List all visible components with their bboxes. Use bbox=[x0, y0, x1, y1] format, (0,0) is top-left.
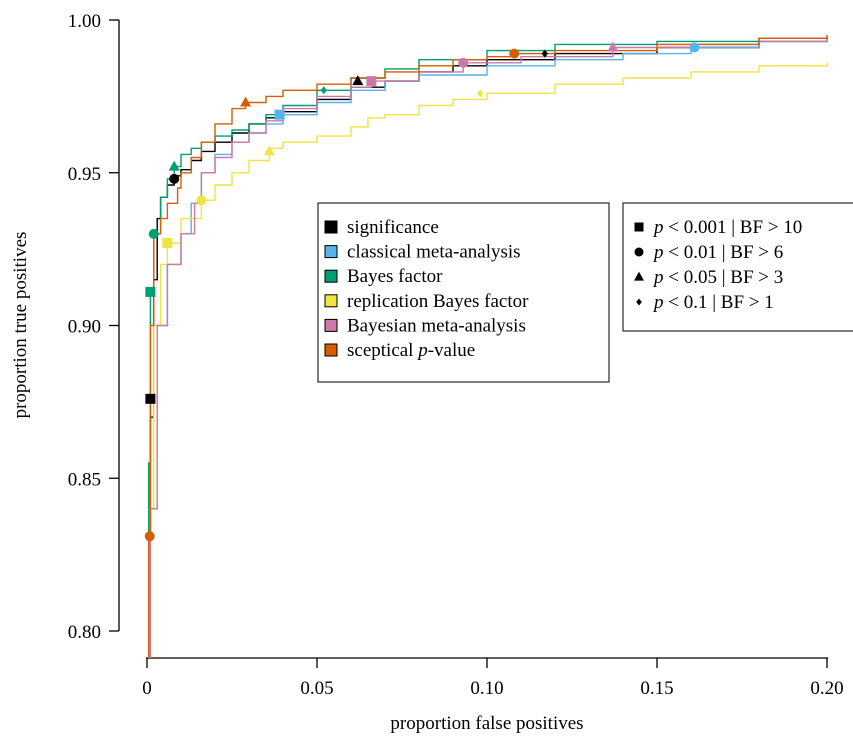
legend-marker-square bbox=[634, 222, 644, 232]
method-legend: significance classical meta-analysis Bayes… bbox=[317, 202, 610, 383]
marker-square-replication-bayes-factor bbox=[162, 238, 173, 249]
marker-square-classical-meta-analysis bbox=[274, 109, 285, 120]
legend-label: significance bbox=[347, 217, 439, 238]
threshold-markers bbox=[144, 41, 700, 542]
legend-label: Bayesian meta-analysis bbox=[347, 315, 526, 336]
marker-circle-bayesian-meta-analysis bbox=[458, 57, 469, 68]
legend-label: sceptical p-value bbox=[347, 340, 475, 361]
marker-diamond-bayes-factor bbox=[320, 86, 327, 95]
method-legend-box bbox=[317, 202, 610, 383]
marker-triangle-replication-bayes-factor bbox=[263, 145, 275, 156]
legend-swatch bbox=[324, 318, 338, 332]
threshold-label: p < 0.05 | BF > 3 bbox=[652, 267, 783, 288]
marker-square-bayesian-meta-analysis bbox=[366, 76, 377, 87]
threshold-legend: p < 0.001 | BF > 10 p < 0.01 | BF > 6 p < … bbox=[622, 202, 853, 332]
marker-diamond-significance bbox=[541, 49, 548, 58]
y-tick-label: 0.85 bbox=[68, 469, 101, 490]
marker-square-bayes-factor bbox=[145, 286, 156, 297]
x-tick-label: 0 bbox=[142, 678, 152, 699]
marker-triangle-bayes-factor bbox=[168, 160, 180, 171]
roc-curves bbox=[148, 35, 828, 658]
marker-triangle-significance bbox=[352, 75, 364, 86]
legend-swatch bbox=[324, 245, 338, 259]
marker-triangle-sceptical-p-value bbox=[240, 96, 252, 107]
legend-swatch bbox=[324, 220, 338, 234]
legend-swatch bbox=[324, 269, 338, 283]
legend-marker-diamond bbox=[636, 298, 642, 306]
legend-swatch bbox=[324, 343, 338, 357]
marker-circle-bayes-factor bbox=[148, 228, 159, 239]
x-tick-label: 0.15 bbox=[640, 678, 673, 699]
x-tick-label: 0.05 bbox=[300, 678, 333, 699]
threshold-label: p < 0.001 | BF > 10 bbox=[652, 217, 802, 238]
series-line-bayes-factor bbox=[148, 35, 828, 658]
y-tick-label: 0.90 bbox=[68, 317, 101, 338]
y-tick-label: 0.95 bbox=[68, 164, 101, 185]
marker-circle-replication-bayes-factor bbox=[196, 195, 207, 206]
y-axis-title: proportion true positives bbox=[10, 232, 31, 419]
marker-square-significance bbox=[145, 393, 156, 404]
legend-marker-triangle bbox=[634, 271, 644, 281]
threshold-label: p < 0.01 | BF > 6 bbox=[652, 242, 783, 263]
y-tick-label: 1.00 bbox=[68, 11, 101, 32]
y-axis: 0.80 0.85 0.90 0.95 1.00 bbox=[68, 11, 120, 643]
marker-triangle-bayesian-meta-analysis bbox=[607, 41, 619, 52]
marker-circle-sceptical-p-value bbox=[509, 48, 520, 59]
series-line-bayesian-meta-analysis bbox=[149, 38, 828, 658]
threshold-label: p < 0.1 | BF > 1 bbox=[652, 292, 774, 313]
legend-label: classical meta-analysis bbox=[347, 242, 521, 263]
legend-label: Bayes factor bbox=[347, 266, 443, 287]
legend-swatch bbox=[324, 294, 338, 308]
x-tick-label: 0.20 bbox=[810, 678, 843, 699]
marker-circle-classical-meta-analysis bbox=[689, 42, 700, 53]
marker-circle-sceptical-p-value bbox=[144, 531, 155, 542]
x-tick-label: 0.10 bbox=[470, 678, 503, 699]
threshold-legend-box bbox=[622, 202, 853, 332]
series-line-replication-bayes-factor bbox=[149, 62, 828, 658]
x-axis-title: proportion false positives bbox=[390, 713, 583, 734]
legend-marker-circle bbox=[634, 247, 644, 257]
marker-circle-significance bbox=[169, 173, 180, 184]
marker-diamond-replication-bayes-factor bbox=[477, 89, 484, 98]
y-tick-label: 0.80 bbox=[68, 622, 101, 643]
legend-label: replication Bayes factor bbox=[347, 291, 529, 312]
x-axis: 0 0.05 0.10 0.15 0.20 bbox=[142, 657, 844, 699]
